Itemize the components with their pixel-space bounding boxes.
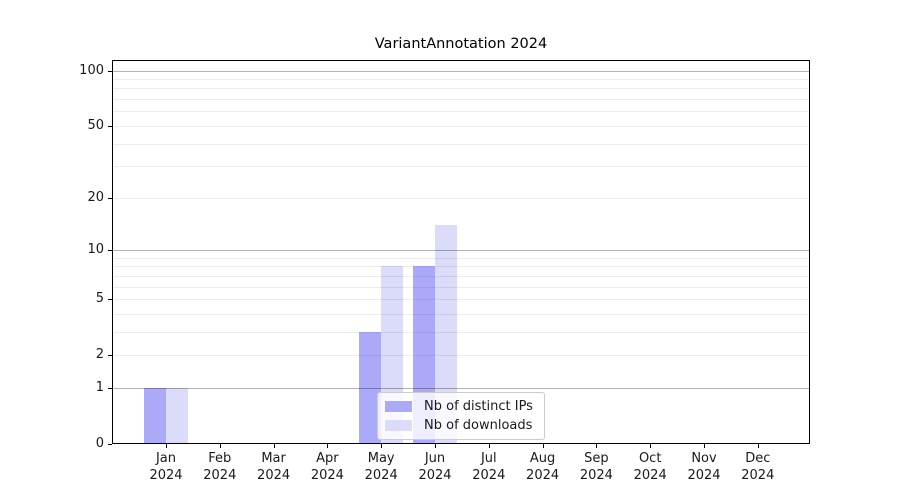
y-axis-tick: [108, 355, 112, 357]
x-tick-year: 2024: [472, 467, 506, 483]
x-tick-year: 2024: [526, 467, 560, 483]
y-tick-label: 2: [95, 347, 104, 363]
gridline-minor: [112, 266, 810, 268]
gridline-minor: [112, 166, 810, 168]
y-tick-label: 20: [87, 189, 104, 205]
x-tick-label: Dec 2024: [726, 451, 790, 484]
y-axis-tick: [108, 70, 112, 72]
legend-entry: Nb of distinct IPs: [385, 399, 536, 414]
x-axis-tick: [650, 444, 652, 448]
bar-may-ips: [359, 331, 382, 444]
x-tick-label: Aug 2024: [511, 451, 575, 484]
gridline-minor: [112, 99, 810, 100]
gridline-minor: [112, 125, 810, 127]
x-axis-tick: [381, 444, 383, 448]
gridline-major: [112, 387, 810, 389]
x-tick-label: Jun 2024: [403, 451, 467, 484]
x-tick-month: Apr: [316, 451, 339, 466]
x-tick-year: 2024: [203, 467, 237, 483]
x-tick-month: Feb: [208, 451, 232, 466]
x-tick-label: Oct 2024: [618, 451, 682, 484]
x-tick-year: 2024: [741, 467, 775, 483]
x-axis-tick: [704, 444, 705, 448]
gridline-minor: [112, 313, 810, 315]
x-axis-tick: [596, 444, 598, 448]
gridline-minor: [112, 286, 810, 288]
y-axis-tick: [108, 197, 112, 199]
legend-entry: Nb of downloads: [385, 418, 536, 433]
x-axis-tick: [327, 444, 329, 448]
bar-jan-downloads: [166, 387, 188, 444]
x-tick-label: Mar 2024: [242, 451, 306, 484]
legend-swatch: [385, 420, 412, 431]
x-tick-month: May: [367, 451, 395, 466]
x-tick-month: Nov: [691, 451, 717, 466]
x-tick-label: May 2024: [349, 451, 413, 484]
x-axis-tick: [488, 444, 490, 448]
x-axis-tick: [273, 444, 275, 448]
x-tick-label: Jan 2024: [134, 451, 198, 484]
legend-label: Nb of downloads: [424, 418, 533, 433]
x-tick-month: Oct: [638, 451, 662, 466]
x-axis-tick: [219, 444, 221, 448]
x-tick-label: Nov 2024: [672, 451, 736, 484]
gridline-minor: [112, 257, 810, 259]
gridline-minor: [112, 331, 810, 333]
y-axis-tick: [108, 444, 112, 445]
legend-swatch: [385, 401, 412, 412]
x-tick-label: Jul 2024: [457, 451, 521, 484]
x-tick-year: 2024: [418, 467, 452, 483]
x-tick-year: 2024: [257, 467, 291, 483]
y-tick-label: 10: [87, 241, 104, 257]
chart-title: VariantAnnotation 2024: [374, 36, 548, 52]
x-axis-tick: [166, 444, 167, 448]
gridline-minor: [112, 275, 810, 277]
y-axis-tick: [108, 249, 112, 251]
x-tick-year: 2024: [310, 467, 344, 483]
x-tick-year: 2024: [687, 467, 721, 483]
x-tick-label: Sep 2024: [564, 451, 628, 484]
y-tick-label: 5: [95, 291, 104, 306]
gridline-minor: [112, 78, 810, 80]
y-axis-tick: [108, 299, 112, 300]
x-tick-year: 2024: [633, 467, 667, 483]
gridline-minor: [112, 355, 810, 357]
bar-jan-ips: [144, 387, 166, 444]
x-axis-tick: [435, 444, 436, 448]
x-tick-month: Jul: [480, 451, 497, 466]
x-tick-label: Apr 2024: [295, 451, 359, 484]
y-tick-label: 50: [87, 117, 104, 133]
x-tick-year: 2024: [364, 467, 398, 483]
x-tick-month: Dec: [745, 451, 771, 466]
x-tick-month: Jun: [424, 451, 446, 466]
x-tick-year: 2024: [149, 467, 183, 483]
y-axis-tick: [108, 387, 112, 389]
legend-label: Nb of distinct IPs: [424, 399, 533, 414]
x-axis-tick: [757, 444, 759, 448]
y-tick-label: 0: [95, 436, 104, 451]
x-tick-month: Aug: [529, 451, 556, 466]
x-tick-label: Feb 2024: [188, 451, 252, 484]
gridline-minor: [112, 299, 810, 300]
y-tick-label: 100: [79, 62, 104, 78]
x-tick-month: Jan: [155, 451, 177, 466]
gridline-minor: [112, 88, 810, 90]
y-tick-label: 1: [95, 379, 104, 395]
y-axis-tick: [108, 125, 112, 127]
gridline-major: [112, 249, 810, 251]
x-tick-year: 2024: [579, 467, 613, 483]
x-axis-tick: [542, 444, 544, 448]
legend: Nb of distinct IPs Nb of downloads: [377, 392, 545, 440]
gridline-minor: [112, 143, 810, 145]
gridline-minor: [112, 197, 810, 199]
x-tick-month: Mar: [261, 451, 286, 466]
bar-jun-downloads: [435, 224, 457, 444]
x-tick-month: Sep: [584, 451, 609, 466]
gridline-major: [112, 70, 810, 72]
gridline-minor: [112, 111, 810, 113]
plot-area: [112, 60, 810, 444]
